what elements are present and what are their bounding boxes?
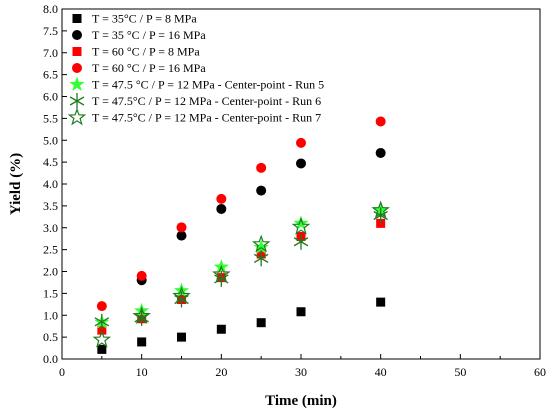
data-point-series-4	[136, 270, 147, 281]
data-point-series-4	[296, 137, 306, 148]
data-point-series-1	[97, 344, 107, 354]
data-point-series-1	[137, 337, 147, 347]
legend-label: T = 35°C / P = 8 MPa	[92, 12, 197, 26]
data-point-series-4	[96, 301, 107, 312]
data-point-series-7	[251, 234, 271, 253]
x-tick-label: 30	[295, 365, 307, 379]
y-axis-title: Yield (%)	[8, 153, 24, 215]
data-point-series-4	[256, 162, 267, 173]
data-point-series-5	[293, 215, 309, 230]
legend-label: T = 35 °C / P = 16 MPa	[92, 28, 206, 42]
data-point-series-6	[134, 309, 149, 326]
x-axis-title: Time (min)	[265, 393, 337, 409]
data-point-series-2	[296, 158, 306, 169]
legend-label: T = 47.5°C / P = 12 MPa - Center-point -…	[92, 94, 321, 108]
y-tick-label: 2.5	[43, 243, 58, 257]
y-tick-label: 7.0	[43, 46, 58, 60]
y-tick-label: 5.5	[43, 111, 58, 125]
legend-label: T = 47.5°C / P = 12 MPa - Center-point -…	[92, 111, 321, 125]
data-point-series-2	[256, 185, 267, 196]
data-point-series-7	[132, 306, 151, 325]
y-tick-label: 4.0	[43, 177, 58, 191]
legend-marker	[67, 107, 87, 126]
x-tick-label: 40	[375, 365, 387, 379]
x-tick-label: 50	[454, 365, 466, 379]
data-point-series-7	[291, 217, 311, 235]
data-point-series-1	[376, 297, 386, 307]
x-tick-label: 20	[215, 365, 227, 379]
data-point-series-6	[293, 233, 309, 250]
x-tick-label: 60	[534, 365, 546, 379]
data-point-series-4	[176, 222, 187, 233]
x-tick-label: 0	[59, 365, 65, 379]
y-tick-label: 6.5	[43, 68, 58, 82]
data-point-series-7	[212, 264, 231, 283]
y-tick-label: 0.5	[43, 330, 58, 344]
data-point-series-7	[92, 329, 112, 348]
data-point-series-1	[177, 332, 186, 342]
data-point-series-7	[172, 286, 191, 304]
y-tick-label: 1.0	[43, 308, 58, 322]
data-markers	[92, 116, 390, 354]
data-point-series-4	[375, 116, 386, 127]
data-point-series-6	[373, 207, 388, 224]
data-point-series-6	[214, 270, 229, 287]
y-tick-label: 1.5	[43, 286, 58, 300]
data-point-series-1	[256, 318, 266, 328]
legend-label: T = 47.5 °C / P = 12 MPa - Center-point …	[92, 78, 324, 92]
x-tick-label: 10	[136, 365, 148, 379]
data-point-series-2	[216, 203, 227, 214]
data-point-series-5	[253, 239, 269, 254]
data-point-series-6	[94, 313, 110, 330]
y-tick-label: 6.0	[43, 90, 58, 104]
legend-marker	[72, 14, 82, 23]
data-point-series-1	[216, 324, 226, 334]
data-point-series-1	[296, 307, 306, 317]
legend-marker	[72, 63, 82, 73]
y-tick-label: 7.5	[43, 24, 58, 38]
data-point-series-5	[173, 282, 190, 298]
y-tick-label: 3.5	[43, 199, 58, 213]
legend-label: T = 60 °C / P = 8 MPa	[92, 45, 200, 59]
data-point-series-2	[176, 230, 187, 241]
y-tick-label: 2.0	[43, 265, 58, 279]
legend-label: T = 60 °C / P = 16 MPa	[92, 61, 206, 75]
y-tick-label: 8.0	[43, 2, 58, 16]
legend-marker	[69, 93, 85, 109]
legend-marker	[72, 30, 82, 40]
y-tick-label: 4.5	[43, 155, 58, 169]
axis-ticks: 0 10 20 30 40 50 60 0.0 0.5 1.0 1.5 2.0 2.5 3.0 3.5 4.0…	[43, 2, 546, 379]
data-point-series-2	[375, 147, 386, 158]
y-tick-label: 0.0	[43, 352, 58, 366]
y-tick-label: 5.0	[43, 133, 58, 147]
data-point-series-6	[253, 250, 269, 267]
data-point-series-4	[216, 193, 227, 204]
legend-marker	[72, 47, 82, 56]
data-point-series-7	[371, 200, 390, 219]
legend: T = 35°C / P = 8 MPa T = 35 °C / P = 16 M…	[67, 12, 324, 126]
y-tick-label: 3.0	[43, 221, 58, 235]
legend-marker	[69, 76, 85, 91]
